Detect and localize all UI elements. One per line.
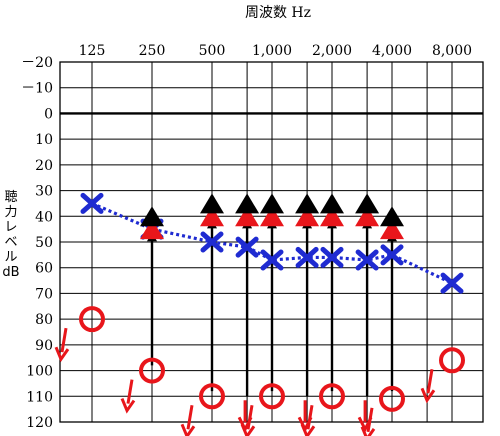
triangle-marker [235,206,260,227]
triangle-marker [355,206,380,227]
scale-out-arrow-head [180,423,196,436]
triangle-marker [380,206,404,227]
x-marker-stroke [80,192,104,214]
y-tick-label: 90 [35,338,53,354]
scale-out-arrow-head [357,416,373,433]
triangle-marker [355,193,380,214]
x-marker-stroke [355,249,379,271]
triangle-marker [260,206,284,227]
y-tick-label: 40 [35,209,53,225]
scale-out-arrow [357,400,373,433]
circle-marker [319,383,345,410]
triangle-marker [380,219,404,240]
y-axis-label-char: 聴 [4,190,18,205]
x-marker-stroke [320,246,344,268]
circle-marker [199,383,225,410]
y-tick-label: 20 [35,158,53,174]
y-axis-label-char: dB [2,265,20,280]
triangle-marker [260,193,284,214]
y-axis-label: 聴力レベル dB [2,190,20,280]
x-marker [260,249,284,271]
x-marker-stroke [295,246,319,268]
x-marker-stroke [200,231,224,253]
x-marker [80,192,104,214]
y-axis-label-char: 力 [4,205,18,220]
data-markers [54,192,465,436]
x-marker [200,231,224,253]
x-marker [355,249,379,271]
x-marker-stroke [380,244,404,266]
triangle-marker [140,219,164,240]
x-marker [380,244,404,266]
scale-out-arrow-shaft [186,405,194,430]
x-marker [440,272,464,294]
y-tick-label: －10 [21,81,53,97]
triangle-marker [200,206,224,227]
scale-out-arrow-shaft [126,379,134,404]
x-marker-stroke [260,249,284,271]
y-tick-label: 50 [35,235,53,251]
scale-out-arrow-head [297,416,313,433]
triangle-marker [295,206,320,227]
plot-frame [59,61,484,423]
y-tick-label: 70 [35,286,53,302]
x-tick-label: 4,000 [372,43,412,59]
x-marker-stroke [440,272,464,294]
x-tick-label: 250 [139,43,166,59]
scale-out-arrow [237,400,253,433]
scale-out-arrow [297,400,313,433]
masking-arrows [147,219,397,397]
x-tick-label: 125 [79,43,106,59]
scale-out-arrow-head [120,397,136,414]
scale-out-arrow-head [54,346,70,363]
chart-title: 周波数 Hz [245,5,311,21]
circle-marker [259,383,285,410]
triangle-marker [320,193,344,214]
x-marker [235,236,259,258]
scale-out-arrow-head [420,387,436,404]
scale-out-arrow [180,405,196,436]
triangle-marker [320,206,344,227]
x-tick-label: 2,000 [312,43,352,59]
x-tick-label: 500 [199,43,226,59]
y-tick-label: 80 [35,312,53,328]
circle-marker [79,306,105,333]
x-tick-labels: 125 250 500 1,000 2,000 4,000 8,000 [79,43,472,59]
y-tick-label: 110 [26,389,53,405]
circle-marker [439,347,465,374]
scale-out-arrow [54,327,70,363]
triangle-marker [140,206,164,227]
y-tick-label: 120 [26,415,53,431]
plot-border [59,61,484,423]
y-tick-label: －20 [21,55,53,71]
y-tick-label: 10 [35,132,53,148]
y-tick-label: 60 [35,261,53,277]
scale-out-arrow [120,379,136,414]
y-axis-label-char: ル [4,250,18,265]
y-tick-label: 100 [26,364,53,380]
triangle-marker [200,193,224,214]
circle-marker [379,385,405,412]
x-marker-stroke [235,236,259,258]
circle-marker [139,357,165,384]
scale-out-arrow-shaft [426,369,434,394]
x-marker [320,246,344,268]
triangle-marker [235,193,260,214]
triangle-marker [295,193,320,214]
y-tick-label: 0 [44,106,53,122]
y-axis-label-char: ベ [4,235,18,250]
x-tick-label: 8,000 [432,43,472,59]
y-axis-label-char: レ [4,220,18,235]
y-tick-labels: －20 －10 0 10 20 30 40 50 60 70 80 90 100 110 120 [21,55,53,431]
scale-out-arrow-head [237,416,253,433]
scale-out-arrow-head [360,426,376,436]
x-marker [295,246,319,268]
y-tick-label: 30 [35,184,53,200]
scale-out-arrow-shaft [60,327,68,353]
x-tick-label: 1,000 [252,43,292,59]
scale-out-arrow [420,369,436,404]
